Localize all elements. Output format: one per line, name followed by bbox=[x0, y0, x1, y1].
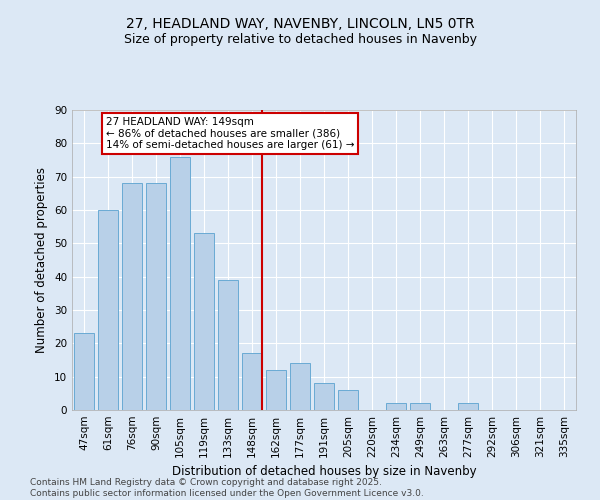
Bar bbox=[74, 334, 94, 410]
Bar bbox=[170, 156, 190, 410]
Text: 27 HEADLAND WAY: 149sqm
← 86% of detached houses are smaller (386)
14% of semi-d: 27 HEADLAND WAY: 149sqm ← 86% of detache… bbox=[106, 116, 354, 150]
Bar bbox=[386, 404, 406, 410]
Bar bbox=[290, 364, 310, 410]
Bar bbox=[146, 184, 166, 410]
Bar bbox=[242, 354, 262, 410]
X-axis label: Distribution of detached houses by size in Navenby: Distribution of detached houses by size … bbox=[172, 466, 476, 478]
Bar bbox=[98, 210, 118, 410]
Y-axis label: Number of detached properties: Number of detached properties bbox=[35, 167, 49, 353]
Bar bbox=[314, 384, 334, 410]
Text: Size of property relative to detached houses in Navenby: Size of property relative to detached ho… bbox=[124, 32, 476, 46]
Bar bbox=[410, 404, 430, 410]
Bar bbox=[194, 234, 214, 410]
Text: Contains HM Land Registry data © Crown copyright and database right 2025.
Contai: Contains HM Land Registry data © Crown c… bbox=[30, 478, 424, 498]
Bar bbox=[122, 184, 142, 410]
Text: 27, HEADLAND WAY, NAVENBY, LINCOLN, LN5 0TR: 27, HEADLAND WAY, NAVENBY, LINCOLN, LN5 … bbox=[125, 18, 475, 32]
Bar bbox=[218, 280, 238, 410]
Bar bbox=[266, 370, 286, 410]
Bar bbox=[338, 390, 358, 410]
Bar bbox=[458, 404, 478, 410]
